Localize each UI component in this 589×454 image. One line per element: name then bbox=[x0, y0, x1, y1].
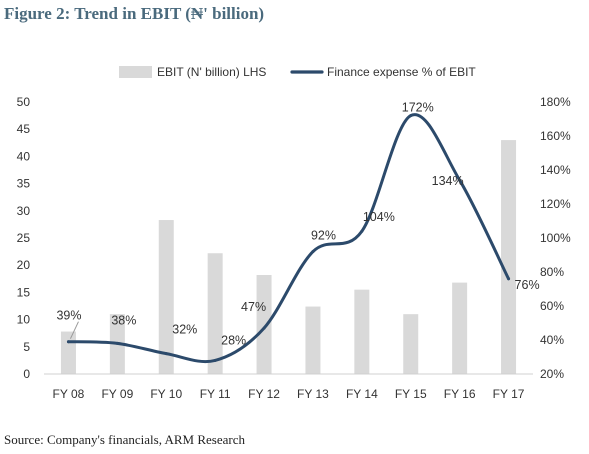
x-tick-label: FY 09 bbox=[101, 387, 133, 401]
line-data-label: 32% bbox=[172, 323, 197, 337]
line-data-label: 39% bbox=[56, 309, 81, 323]
right-y-axis: 20% 40% 60% 80% 100% 120% 140% 160% 180% bbox=[540, 95, 571, 381]
line-data-label: 172% bbox=[402, 101, 434, 115]
legend-swatch-ebit bbox=[119, 66, 152, 78]
bar-fy-11 bbox=[207, 253, 223, 374]
line-point bbox=[360, 229, 364, 233]
bar-fy-17 bbox=[501, 140, 517, 374]
line-point bbox=[262, 326, 266, 330]
bar-series bbox=[60, 140, 517, 374]
figure-source: Source: Company's financials, ARM Resear… bbox=[4, 432, 245, 447]
line-point bbox=[409, 114, 413, 118]
left-tick-label: 50 bbox=[17, 95, 31, 109]
x-tick-label: FY 14 bbox=[346, 387, 378, 401]
x-tick-label: FY 11 bbox=[200, 387, 231, 401]
line-point bbox=[115, 341, 119, 345]
line-point bbox=[66, 340, 70, 344]
right-tick-label: 40% bbox=[540, 333, 564, 347]
line-data-labels: 39% 38% 32% 28% 47% 92% 104% 172% 134% 76% bbox=[56, 101, 539, 348]
line-point bbox=[507, 277, 511, 281]
line-data-label: 38% bbox=[111, 313, 136, 327]
left-tick-label: 15 bbox=[17, 285, 31, 299]
label-leader-line bbox=[69, 321, 79, 339]
bar-fy-14 bbox=[354, 289, 370, 374]
x-tick-label: FY 16 bbox=[444, 387, 476, 401]
bar-fy-13 bbox=[305, 306, 321, 374]
line-data-label: 28% bbox=[221, 333, 246, 347]
line-data-label: 104% bbox=[363, 210, 395, 224]
bar-fy-16 bbox=[452, 282, 468, 374]
right-tick-label: 160% bbox=[540, 129, 571, 143]
line-point bbox=[164, 352, 168, 356]
left-tick-label: 0 bbox=[23, 367, 30, 381]
x-tick-label: FY 13 bbox=[297, 387, 329, 401]
line-point bbox=[458, 178, 462, 182]
left-tick-label: 40 bbox=[17, 149, 31, 163]
bar-fy-10 bbox=[158, 220, 174, 374]
right-tick-label: 180% bbox=[540, 95, 571, 109]
line-data-label: 76% bbox=[515, 278, 540, 292]
bar-fy-12 bbox=[256, 274, 272, 374]
right-tick-label: 20% bbox=[540, 367, 564, 381]
bar-fy-15 bbox=[403, 314, 419, 374]
legend-label-finance-expense: Finance expense % of EBIT bbox=[327, 65, 476, 79]
left-tick-label: 10 bbox=[17, 313, 31, 327]
left-y-axis: 0 5 10 15 20 25 30 35 40 45 50 bbox=[17, 95, 31, 381]
right-tick-label: 120% bbox=[540, 197, 571, 211]
x-axis: FY 08 FY 09 FY 10 FY 11 FY 12 FY 13 FY 14 FY 15… bbox=[44, 373, 533, 401]
left-tick-label: 5 bbox=[23, 340, 30, 354]
x-tick-label: FY 10 bbox=[150, 387, 182, 401]
right-tick-label: 80% bbox=[540, 265, 564, 279]
chart-legend: EBIT (N' billion) LHS Finance expense % o… bbox=[119, 65, 476, 79]
left-tick-label: 20 bbox=[17, 258, 31, 272]
left-tick-label: 35 bbox=[17, 177, 31, 191]
figure-title: Figure 2: Trend in EBIT (₦' billion) bbox=[4, 4, 265, 23]
bar-fy-08 bbox=[60, 331, 76, 374]
legend-label-ebit: EBIT (N' billion) LHS bbox=[157, 65, 266, 79]
line-point bbox=[213, 358, 217, 362]
x-tick-label: FY 17 bbox=[493, 387, 525, 401]
line-point bbox=[311, 250, 315, 254]
left-tick-label: 25 bbox=[17, 231, 31, 245]
line-data-label: 47% bbox=[241, 300, 266, 314]
x-tick-label: FY 08 bbox=[53, 387, 85, 401]
line-series bbox=[66, 113, 511, 364]
line-data-label: 92% bbox=[311, 229, 336, 243]
right-tick-label: 100% bbox=[540, 231, 571, 245]
line-data-label: 134% bbox=[432, 174, 464, 188]
left-tick-label: 45 bbox=[17, 122, 31, 136]
x-tick-label: FY 12 bbox=[248, 387, 280, 401]
left-tick-label: 30 bbox=[17, 204, 31, 218]
right-tick-label: 140% bbox=[540, 163, 571, 177]
x-tick-label: FY 15 bbox=[395, 387, 427, 401]
right-tick-label: 60% bbox=[540, 299, 564, 313]
